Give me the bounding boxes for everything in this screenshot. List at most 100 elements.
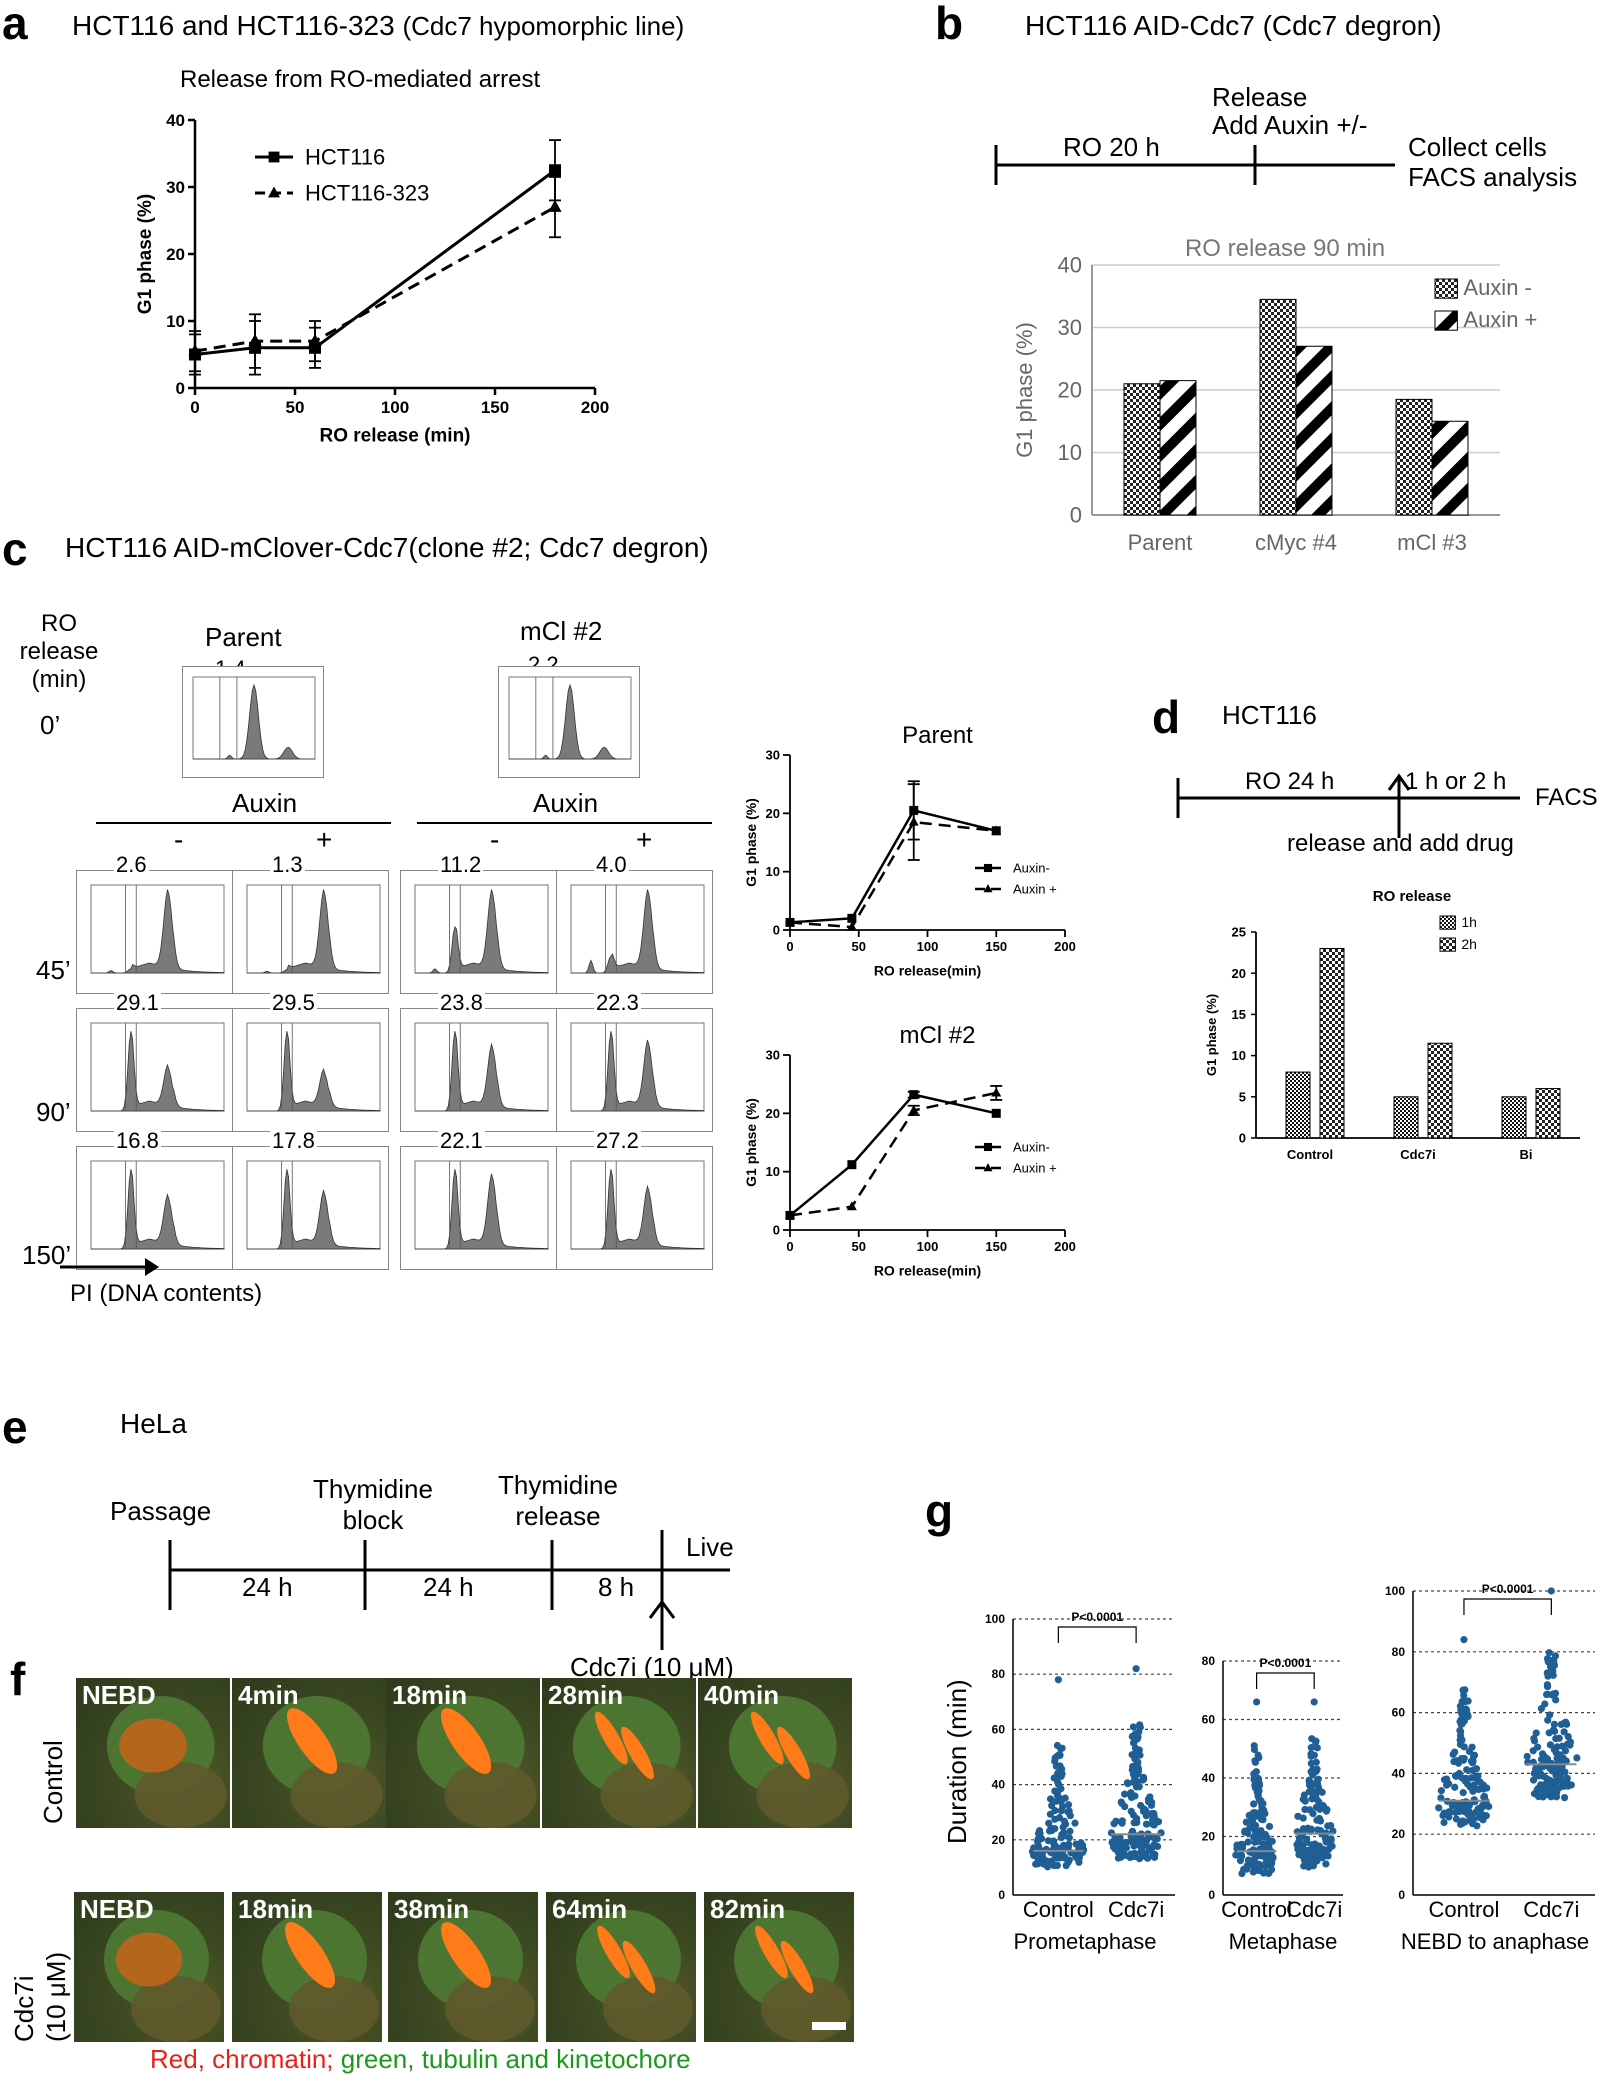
- cell-drawing: [262, 1696, 383, 1828]
- cell-body: [603, 1976, 693, 2042]
- plot-frame: [90, 1160, 225, 1250]
- chromatin: [777, 1726, 810, 1780]
- data-point: [1250, 1800, 1258, 1808]
- x-tick-label: 50: [852, 939, 866, 954]
- data-point: [1548, 1767, 1556, 1775]
- data-point: [1268, 1837, 1276, 1845]
- data-point: [1322, 1860, 1330, 1868]
- data-point: [1457, 1755, 1465, 1763]
- facs-histogram: [400, 1146, 557, 1270]
- data-point: [1464, 1697, 1472, 1705]
- histogram-fill: [571, 889, 705, 974]
- x-tick-label: 100: [917, 1239, 939, 1254]
- data-point: [1318, 1854, 1326, 1862]
- c-auxin-parent: Auxin: [232, 788, 298, 818]
- data-point: [1452, 1815, 1461, 1823]
- legend-swatch: [1434, 278, 1458, 299]
- data-point: [1461, 1818, 1469, 1826]
- data-point: [1131, 1792, 1139, 1800]
- data-point: [1245, 1811, 1253, 1819]
- x-tick-label: 150: [985, 1239, 1007, 1254]
- histogram-svg: [90, 1022, 225, 1112]
- microscopy-image: 4min: [232, 1678, 386, 1828]
- legend-label: 1h: [1461, 914, 1477, 930]
- data-point: [1142, 1820, 1151, 1828]
- bar: [1501, 1096, 1527, 1139]
- data-point: [1542, 1690, 1551, 1699]
- y-axis-label: G1 phase (%): [743, 1098, 759, 1187]
- data-point: [1532, 1765, 1540, 1773]
- x-tick-label: 200: [581, 398, 609, 417]
- data-point: [1146, 1793, 1154, 1801]
- subplot-name: NEBD to anaphase: [1401, 1929, 1589, 1954]
- chart-d: 0 5 10 15 20 25 G1 phase (%) RO release Control C…: [1204, 888, 1580, 1162]
- microscopy-image: 18min: [232, 1892, 382, 2042]
- e-h1: 24 h: [242, 1572, 293, 1602]
- facs-histogram: [232, 1008, 389, 1132]
- bar: [1319, 947, 1345, 1139]
- cell-drawing: [728, 1696, 849, 1828]
- data-point: [1564, 1740, 1572, 1748]
- cell-body: [444, 1762, 537, 1828]
- x-tick-label: 0: [786, 939, 793, 954]
- data-point: [1149, 1850, 1157, 1858]
- data-point: [1054, 1780, 1063, 1789]
- y-tick-label: 10: [766, 864, 780, 879]
- x-axis-label: RO release (min): [320, 426, 471, 447]
- subplot-name: Metaphase: [1229, 1929, 1338, 1954]
- data-point: [1552, 1696, 1560, 1704]
- data-point: [1238, 1869, 1246, 1878]
- y-tick-label: 40: [1202, 1771, 1216, 1785]
- data-point: [1462, 1774, 1470, 1782]
- data-point: [1130, 1819, 1138, 1827]
- data-point: [1046, 1795, 1055, 1803]
- data-point: [1035, 1827, 1044, 1835]
- data-point: [1550, 1656, 1558, 1664]
- data-point: [1560, 1794, 1569, 1802]
- data-point: [1260, 1806, 1268, 1814]
- y-tick-label: 20: [1392, 1827, 1406, 1841]
- data-point: [1133, 1757, 1141, 1766]
- data-point: [1248, 1816, 1257, 1825]
- y-tick-label: 100: [985, 1612, 1005, 1626]
- data-point: [1114, 1854, 1122, 1862]
- x-tick-label: 50: [286, 398, 305, 417]
- data-point: [1065, 1840, 1073, 1848]
- cell-body: [131, 1976, 221, 2042]
- timepoint-label: 4min: [238, 1680, 299, 1710]
- plot-frame: [246, 1160, 381, 1250]
- microscopy-image: 40min: [698, 1678, 852, 1828]
- facs-histogram: [556, 870, 713, 994]
- chart-title: Parent: [902, 722, 973, 749]
- c-time-90: 90’: [36, 1097, 71, 1127]
- data-point: [1299, 1814, 1307, 1822]
- plot-frame: [570, 1160, 705, 1250]
- y-tick-label: 0: [1070, 503, 1082, 528]
- data-point: [1467, 1774, 1475, 1782]
- y-tick-label: 40: [1392, 1766, 1406, 1780]
- data-point: [1561, 1768, 1569, 1776]
- data-point: [1121, 1802, 1129, 1811]
- y-axis-label: G1 phase (%): [1204, 994, 1219, 1076]
- data-point: [1561, 1747, 1570, 1755]
- data-point: [1318, 1788, 1326, 1796]
- data-point: [1132, 1665, 1140, 1673]
- data-point: [1564, 1732, 1572, 1741]
- f-row-cdc7i: Cdc7i (10 μM): [8, 1952, 72, 2042]
- data-point: [1051, 1806, 1059, 1815]
- cell-body: [445, 1976, 535, 2042]
- data-point: [908, 816, 919, 826]
- data-point: [1473, 1822, 1481, 1830]
- y-axis-label: G1 phase (%): [1012, 322, 1037, 458]
- data-point: [1301, 1805, 1309, 1814]
- legend-label: 2h: [1461, 936, 1477, 952]
- data-point: [1265, 1822, 1274, 1831]
- data-point: [1137, 1801, 1145, 1810]
- data-point: [1044, 1837, 1053, 1845]
- data-point: [1313, 1857, 1321, 1865]
- data-point: [1470, 1781, 1478, 1789]
- chromatin: [622, 1940, 656, 1994]
- panel-a-letter: a: [2, 0, 28, 49]
- histogram-svg: [90, 1160, 225, 1250]
